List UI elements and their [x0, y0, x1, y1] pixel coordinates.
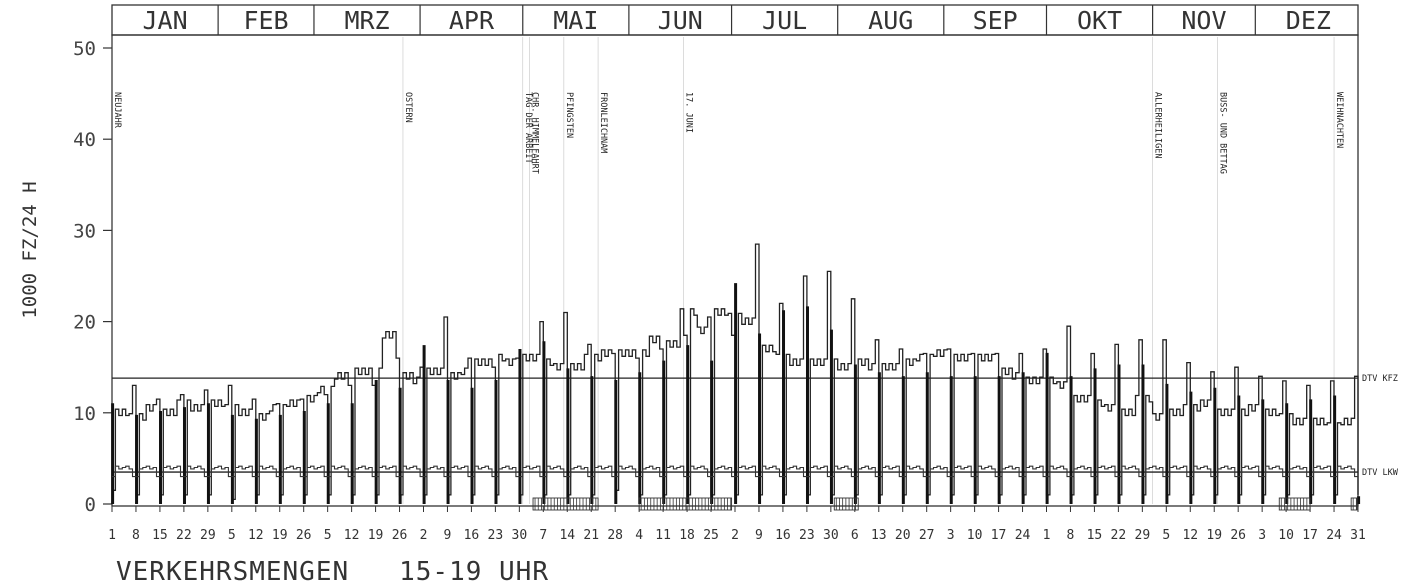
x-tick-label: 24	[1015, 528, 1031, 543]
x-tick-label: 22	[1111, 528, 1127, 543]
y-axis: 0 10 20 30 40 50	[73, 38, 112, 516]
y-tick-label: 0	[85, 494, 96, 516]
x-tick-label: 10	[1278, 528, 1294, 543]
holiday-label: FRONLEICHNAM	[598, 92, 608, 153]
month-label: MAI	[553, 6, 598, 35]
x-tick-label: 7	[539, 528, 547, 543]
x-tick-label: 26	[296, 528, 312, 543]
holiday-label: PFINGSTEN	[564, 92, 574, 138]
y-tick-label: 20	[73, 312, 96, 334]
x-tick-label: 10	[967, 528, 983, 543]
x-tick-label: 24	[1326, 528, 1342, 543]
month-label: MRZ	[344, 6, 389, 35]
x-tick-label: 30	[823, 528, 839, 543]
x-tick-label: 25	[703, 528, 719, 543]
month-label: JUN	[658, 6, 703, 35]
x-tick-label: 8	[132, 528, 140, 543]
x-tick-label: 27	[919, 528, 935, 543]
x-tick-label: 19	[1206, 528, 1222, 543]
y-tick-label: 50	[73, 38, 96, 60]
month-label: DEZ	[1286, 6, 1331, 35]
y-tick-label: 40	[73, 129, 96, 151]
x-tick-label: 16	[464, 528, 480, 543]
month-label: APR	[449, 6, 495, 35]
x-tick-label: 4	[635, 528, 643, 543]
month-label: JAN	[142, 6, 187, 35]
month-label: JUL	[762, 6, 807, 35]
x-tick-label: 17	[991, 528, 1007, 543]
holiday-label: WEIHNACHTEN	[1334, 92, 1344, 148]
x-tick-label: 21	[583, 528, 599, 543]
x-tick-label: 5	[1162, 528, 1170, 543]
x-tick-label: 17	[1302, 528, 1318, 543]
x-tick-label: 29	[1135, 528, 1151, 543]
y-axis-label: 1000 FZ/24 H	[19, 181, 41, 318]
month-header-frame	[111, 4, 1359, 36]
holiday-label: BUSS- UND BETTAG	[1218, 92, 1228, 174]
x-tick-label: 6	[851, 528, 859, 543]
vacation-period	[1350, 497, 1358, 511]
x-tick-label: 19	[272, 528, 288, 543]
series-lkw-line	[112, 465, 1358, 478]
y-tick-label: 30	[73, 220, 96, 242]
x-tick-label: 3	[947, 528, 955, 543]
x-tick-label: 1	[1043, 528, 1051, 543]
holiday-label: NEUJAHR	[112, 92, 122, 129]
x-tick-label: 8	[1067, 528, 1075, 543]
x-tick-label: 3	[1258, 528, 1266, 543]
holiday-label: TAG DER ARBEIT	[523, 92, 533, 164]
x-tick-label: 12	[248, 528, 264, 543]
series	[111, 243, 1361, 504]
reference-line-label: DTV KFZ	[1362, 374, 1398, 384]
holiday-label: CHR. HIMMELFAHRT	[530, 92, 540, 174]
x-tick-label: 2	[420, 528, 428, 543]
vacation-period	[638, 497, 733, 511]
month-label: FEB	[243, 6, 288, 35]
x-tick-label: 5	[228, 528, 236, 543]
x-tick-label: 13	[871, 528, 887, 543]
x-tick-label: 9	[755, 528, 763, 543]
x-tick-label: 1	[108, 528, 116, 543]
x-tick-label: 30	[512, 528, 528, 543]
x-tick-label: 20	[895, 528, 911, 543]
x-tick-label: 5	[324, 528, 332, 543]
x-tick-label: 26	[1230, 528, 1246, 543]
month-label: SEP	[973, 6, 1018, 35]
x-axis: 1 8 15 22 29 5 12 19 26 5 12 19 26 2 9 16 23 30 7 14 21 28 4 11…	[108, 506, 1366, 543]
x-tick-label: 29	[200, 528, 216, 543]
x-tick-label: 23	[799, 528, 815, 543]
holiday-label: 17. JUNI	[684, 92, 694, 133]
x-tick-label: 15	[152, 528, 168, 543]
month-label: AUG	[868, 6, 913, 35]
x-tick-label: 12	[344, 528, 360, 543]
x-tick-label: 11	[655, 528, 671, 543]
vacation-period	[532, 497, 599, 511]
holiday-label: ALLERHEILIGEN	[1153, 92, 1163, 159]
holiday-label: OSTERN	[403, 92, 413, 123]
x-tick-label: 28	[607, 528, 623, 543]
x-tick-label: 9	[444, 528, 452, 543]
month-label: NOV	[1181, 6, 1226, 35]
x-tick-label: 12	[1182, 528, 1198, 543]
x-tick-label: 23	[488, 528, 504, 543]
x-tick-label: 22	[176, 528, 192, 543]
vacation-period	[1278, 497, 1311, 511]
reference-line-label: DTV LKW	[1362, 468, 1399, 478]
month-label: OKT	[1077, 6, 1122, 35]
x-tick-label: 31	[1350, 528, 1366, 543]
chart-caption: VERKEHRSMENGEN 15-19 UHR	[116, 557, 549, 584]
x-tick-label: 18	[679, 528, 695, 543]
x-tick-label: 26	[392, 528, 408, 543]
month-header: JAN FEB MRZ APR MAI JUN JUL AUG SEP OKT NOV DEZ	[111, 4, 1359, 36]
y-tick-label: 10	[73, 403, 96, 425]
x-tick-label: 15	[1087, 528, 1103, 543]
x-tick-label: 16	[775, 528, 791, 543]
x-tick-label: 2	[731, 528, 739, 543]
x-tick-label: 14	[559, 528, 575, 543]
vacation-markers	[532, 497, 1358, 511]
x-tick-label: 19	[368, 528, 384, 543]
